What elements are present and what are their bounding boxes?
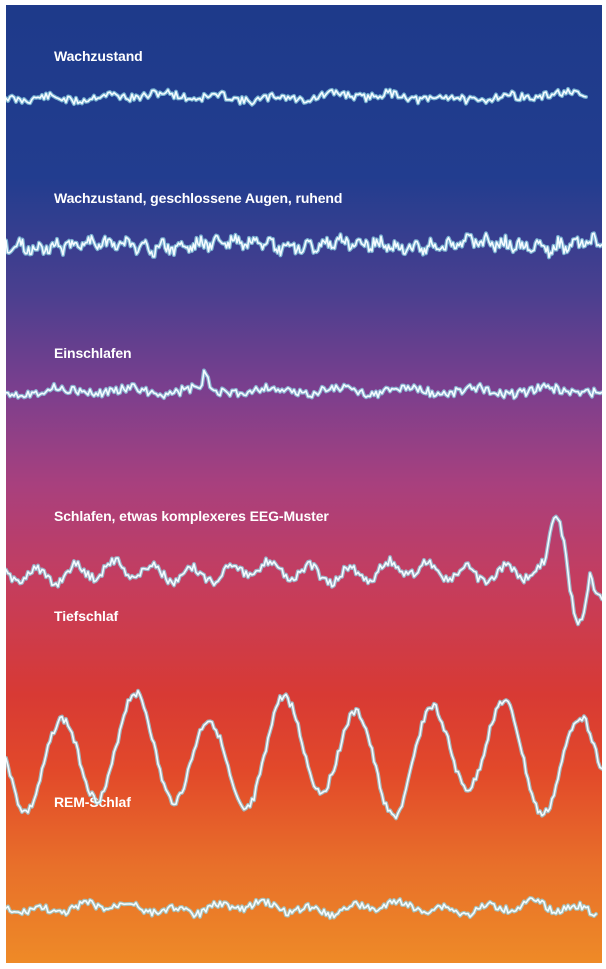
trace-wachzustand-geschlossene-augen (6, 231, 602, 260)
trace-rem-schlaf (6, 896, 598, 920)
eeg-figure: Wachzustand Wachzustand, geschlossene Au… (6, 5, 602, 963)
eeg-traces (6, 87, 602, 920)
label-rem-schlaf: REM-Schlaf (54, 794, 131, 810)
label-schlafen: Schlafen, etwas komplexeres EEG-Muster (54, 508, 329, 524)
label-tiefschlaf: Tiefschlaf (54, 608, 119, 624)
label-einschlafen: Einschlafen (54, 345, 132, 361)
label-wachzustand-geschlossene-augen: Wachzustand, geschlossene Augen, ruhend (54, 190, 343, 206)
trace-einschlafen (6, 368, 602, 401)
label-wachzustand: Wachzustand (54, 48, 143, 64)
trace-wachzustand (6, 87, 588, 107)
trace-schlafen (6, 514, 602, 627)
trace-tiefschlaf (6, 688, 602, 821)
